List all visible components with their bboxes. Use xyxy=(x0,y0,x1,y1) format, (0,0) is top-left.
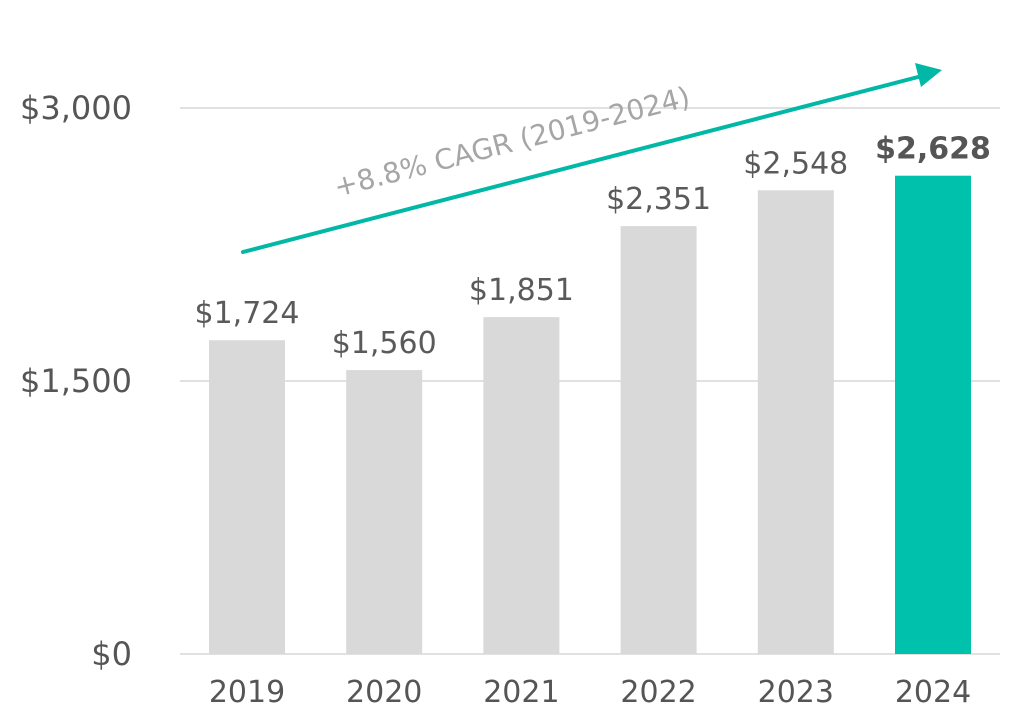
y-tick-label: $0 xyxy=(91,635,132,673)
y-axis-tick-labels: $0 $1,500 $3,000 xyxy=(20,89,132,673)
x-tick-label-2024: 2024 xyxy=(895,675,971,708)
x-tick-label-2022: 2022 xyxy=(620,675,696,708)
y-tick-label: $3,000 xyxy=(20,89,132,127)
data-label-2021: $1,851 xyxy=(469,273,574,308)
x-tick-label-2021: 2021 xyxy=(483,675,559,708)
bar-2021 xyxy=(483,317,560,654)
gridlines xyxy=(180,107,1000,655)
data-label-2020: $1,560 xyxy=(332,326,437,361)
bar-2019 xyxy=(209,340,285,654)
x-tick-label-2019: 2019 xyxy=(209,675,285,708)
data-label-2022: $2,351 xyxy=(606,182,711,217)
data-label-2023: $2,548 xyxy=(743,146,848,181)
trend-arrow-head xyxy=(915,63,942,87)
data-label-2024: $2,628 xyxy=(875,132,991,167)
data-labels: $1,724 $1,560 $1,851 $2,351 $2,548 $2,628 xyxy=(195,132,991,361)
x-axis-tick-labels: 2019 2020 2021 2022 2023 2024 xyxy=(209,675,971,708)
bar-2020 xyxy=(346,370,423,654)
bars xyxy=(209,175,971,655)
data-label-2019: $1,724 xyxy=(195,296,300,331)
bar-2022 xyxy=(620,226,697,655)
trend-arrow xyxy=(241,75,920,254)
y-tick-label: $1,500 xyxy=(20,362,132,400)
bar-2024 xyxy=(895,175,971,655)
x-tick-label-2023: 2023 xyxy=(758,675,834,708)
bar-2023 xyxy=(757,190,834,655)
x-tick-label-2020: 2020 xyxy=(346,675,422,708)
